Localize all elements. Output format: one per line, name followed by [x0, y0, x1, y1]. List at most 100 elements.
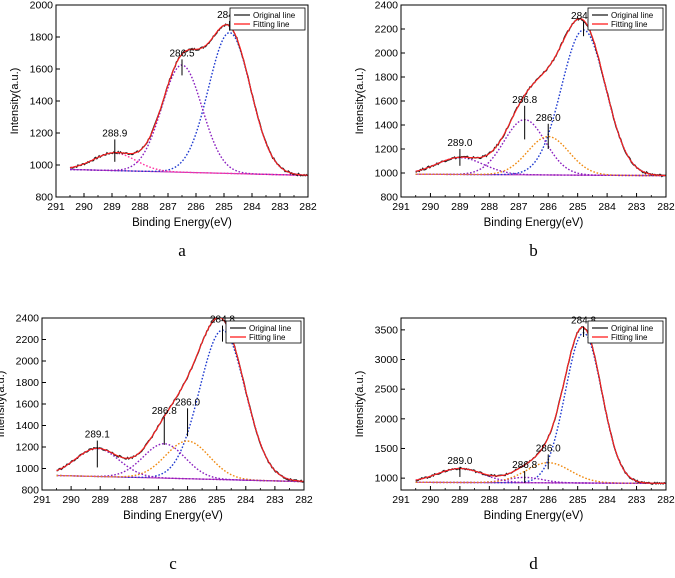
y-tick-label: 2000: [30, 0, 54, 12]
y-tick-label: 1000: [375, 168, 399, 180]
y-axis-title: Intensity(a.u.): [354, 371, 366, 438]
peak-label: 288.9: [102, 128, 127, 139]
x-tick-label: 286: [539, 201, 557, 213]
peak-label: 289.1: [85, 430, 110, 441]
x-tick-label: 289: [451, 201, 469, 213]
legend-label-fitting: Fitting line: [253, 20, 290, 29]
y-tick-label: 1600: [375, 96, 399, 108]
y-tick-label: 1400: [375, 120, 399, 132]
peak-label: 286.0: [536, 443, 561, 454]
x-tick-label: 283: [628, 494, 646, 506]
component-peak-c-o: [415, 461, 666, 485]
x-tick-label: 283: [266, 494, 284, 506]
x-tick-label: 285: [215, 201, 233, 213]
x-tick-label: 290: [422, 201, 440, 213]
x-axis-title: Binding Energy(eV): [123, 510, 223, 522]
peak-label: 286.8: [152, 406, 177, 417]
x-tick-label: 291: [33, 494, 51, 506]
y-tick-label: 2400: [375, 0, 399, 12]
peak-label: 289.0: [447, 138, 472, 149]
x-tick-label: 289: [103, 201, 121, 213]
y-axis-title: Intensity(a.u.): [354, 68, 366, 135]
y-tick-label: 3000: [375, 354, 399, 366]
x-tick-label: 290: [62, 494, 80, 506]
y-tick-label: 3500: [375, 324, 399, 336]
curves: [415, 325, 666, 485]
y-tick-label: 800: [380, 192, 398, 204]
x-axis-title: Binding Energy(eV): [132, 217, 232, 229]
y-tick-label: 1200: [375, 144, 399, 156]
x-tick-label: 287: [510, 201, 528, 213]
x-tick-label: 284: [243, 201, 261, 213]
x-tick-label: 282: [657, 201, 675, 213]
panel-c: 291 290 289 288 287 286 285 284 283 282 800 1000 120…: [0, 313, 313, 574]
curves: [69, 23, 308, 177]
fitting-line: [415, 18, 666, 177]
fitting-line: [415, 326, 666, 484]
component-peak-o-c-o: [56, 447, 304, 483]
x-tick-label: 283: [271, 201, 289, 213]
panel-label: a: [178, 241, 186, 260]
component-peak-c-o: [69, 64, 308, 177]
component-peak-o-c-o: [415, 156, 666, 177]
y-tick-label: 800: [21, 485, 39, 497]
y-tick-label: 2000: [375, 413, 399, 425]
x-tick-label: 286: [179, 494, 197, 506]
y-tick-label: 1000: [16, 463, 40, 475]
y-tick-label: 1800: [16, 377, 40, 389]
x-tick-label: 287: [150, 494, 168, 506]
y-tick-label: 2500: [375, 384, 399, 396]
y-tick-label: 800: [35, 192, 53, 204]
fitting-line: [69, 24, 308, 176]
original-line: [69, 23, 308, 177]
x-tick-label: 287: [159, 201, 177, 213]
y-axis-title: Intensity(a.u.): [9, 68, 21, 135]
y-tick-label: 2000: [16, 356, 40, 368]
y-tick-label: 1400: [16, 420, 40, 432]
legend-label-original: Original line: [611, 324, 654, 333]
x-tick-label: 289: [91, 494, 109, 506]
plot-frame: [55, 4, 309, 198]
legend-label-fitting: Fitting line: [611, 333, 648, 342]
y-tick-label: 1600: [16, 399, 40, 411]
x-tick-label: 284: [237, 494, 255, 506]
x-tick-label: 290: [422, 494, 440, 506]
x-tick-label: 283: [628, 201, 646, 213]
y-tick-label: 2400: [16, 313, 40, 325]
x-axis-title: Binding Energy(eV): [484, 217, 584, 229]
component-peak-c-o: [415, 135, 666, 177]
x-tick-label: 286: [187, 201, 205, 213]
peak-label: 286.8: [512, 95, 537, 106]
legend-label-original: Original line: [253, 11, 296, 20]
x-tick-label: 291: [47, 201, 65, 213]
panel-d: 291 290 289 288 287 286 285 284 283 282 1000 1500 20…: [354, 315, 675, 573]
curves: [415, 17, 666, 178]
x-tick-label: 288: [121, 494, 139, 506]
y-tick-label: 1500: [375, 443, 399, 455]
y-tick-label: 1200: [16, 442, 40, 454]
legend-label-fitting: Fitting line: [611, 20, 648, 29]
y-tick-label: 1800: [30, 32, 54, 44]
peak-label: 284.8: [210, 315, 235, 326]
x-axis-title: Binding Energy(eV): [484, 510, 584, 522]
panel-b: 291 290 289 288 287 286 285 284 283 282 800 1000 120…: [354, 0, 675, 260]
x-tick-label: 291: [392, 201, 410, 213]
x-tick-label: 288: [131, 201, 149, 213]
x-tick-label: 287: [510, 494, 528, 506]
peak-label: 284.8: [571, 315, 596, 326]
x-tick-label: 284: [598, 201, 616, 213]
y-tick-label: 2000: [375, 48, 399, 60]
legend-label-original: Original line: [611, 11, 654, 20]
x-tick-label: 285: [569, 201, 587, 213]
component-peak-c-c: [69, 31, 308, 176]
peak-label: 286.5: [169, 48, 194, 59]
panel-label: b: [529, 241, 538, 260]
y-axis-title: Intensity(a.u.): [0, 371, 7, 438]
curves: [56, 318, 304, 483]
y-tick-label: 1000: [375, 473, 399, 485]
x-tick-label: 290: [75, 201, 93, 213]
x-tick-label: 285: [208, 494, 226, 506]
